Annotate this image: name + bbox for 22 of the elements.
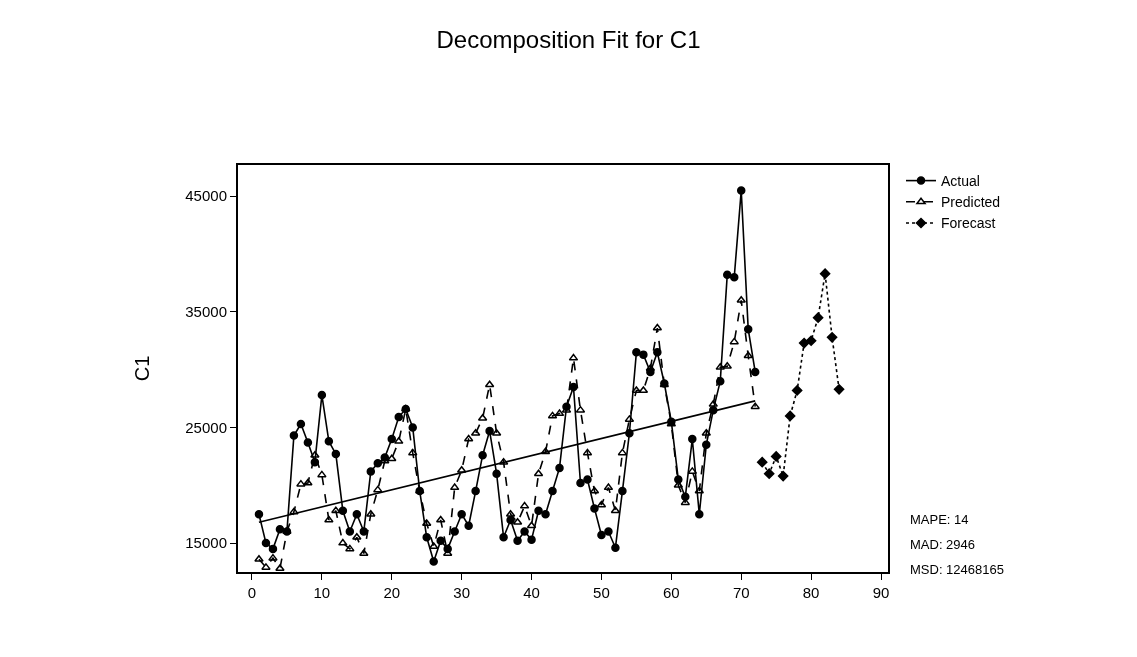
x-tick-label: 10 — [313, 584, 331, 601]
x-tick-label: 80 — [802, 584, 820, 601]
x-tick-label: 50 — [593, 584, 610, 601]
y-tick-label: 25000 — [185, 418, 227, 436]
legend-label: Predicted — [941, 194, 1001, 211]
x-tick-label: 70 — [732, 584, 750, 601]
chart-title: Decomposition Fit for C1 — [436, 25, 701, 53]
text: MAPE: 14 — [910, 512, 969, 527]
y-axis-title: C1 — [131, 355, 154, 382]
x-tick-label: 0 — [247, 584, 257, 601]
x-tick-label: 40 — [523, 584, 540, 601]
x-tick-label: 90 — [872, 584, 890, 601]
text: MAD: 2946 — [910, 537, 976, 552]
x-tick-label: 20 — [383, 584, 401, 601]
x-tick-label: 30 — [453, 584, 470, 601]
text: MSD: 12468165 — [910, 562, 1004, 577]
legend-label: Actual — [941, 173, 980, 190]
x-tick-label: 60 — [662, 584, 680, 601]
y-tick-label: 35000 — [185, 303, 227, 321]
y-tick-label: 45000 — [185, 187, 227, 205]
legend-label: Forecast — [941, 215, 996, 232]
y-tick-label: 15000 — [185, 534, 227, 552]
